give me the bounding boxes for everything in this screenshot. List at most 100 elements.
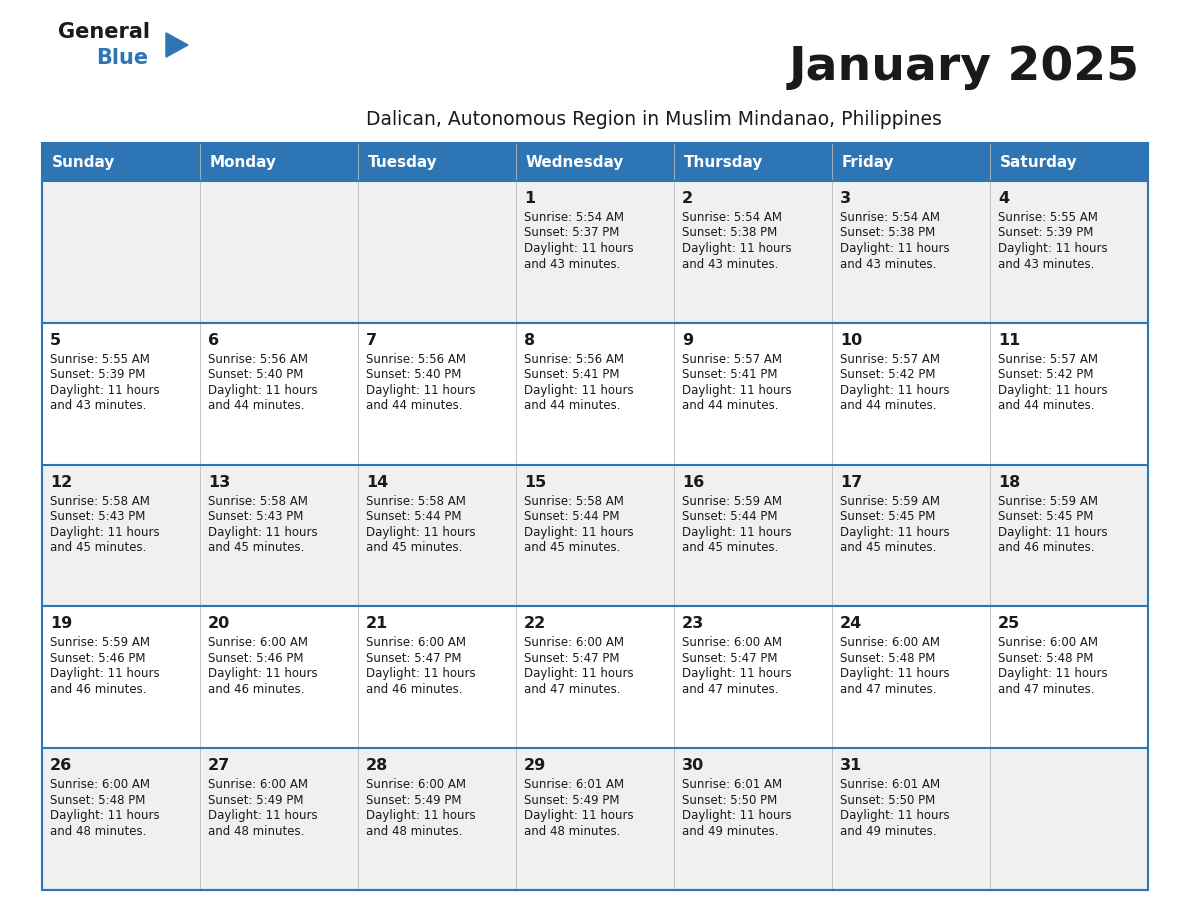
Text: Sunrise: 5:59 AM: Sunrise: 5:59 AM bbox=[998, 495, 1098, 508]
Text: and 43 minutes.: and 43 minutes. bbox=[998, 258, 1094, 271]
Text: 18: 18 bbox=[998, 475, 1020, 489]
Text: Sunrise: 5:56 AM: Sunrise: 5:56 AM bbox=[208, 353, 308, 365]
Text: Sunset: 5:47 PM: Sunset: 5:47 PM bbox=[524, 652, 619, 665]
Text: Daylight: 11 hours: Daylight: 11 hours bbox=[50, 384, 159, 397]
Text: and 45 minutes.: and 45 minutes. bbox=[840, 541, 936, 554]
Text: 11: 11 bbox=[998, 333, 1020, 348]
Text: and 47 minutes.: and 47 minutes. bbox=[682, 683, 778, 696]
Text: Sunset: 5:38 PM: Sunset: 5:38 PM bbox=[682, 227, 777, 240]
Text: 9: 9 bbox=[682, 333, 693, 348]
Text: Sunrise: 5:58 AM: Sunrise: 5:58 AM bbox=[208, 495, 308, 508]
Text: Friday: Friday bbox=[842, 154, 895, 170]
Text: Sunrise: 6:00 AM: Sunrise: 6:00 AM bbox=[366, 636, 466, 649]
Text: Daylight: 11 hours: Daylight: 11 hours bbox=[524, 526, 633, 539]
Text: General: General bbox=[58, 22, 150, 42]
Text: Wednesday: Wednesday bbox=[526, 154, 625, 170]
Text: Daylight: 11 hours: Daylight: 11 hours bbox=[682, 242, 791, 255]
Text: Sunrise: 6:00 AM: Sunrise: 6:00 AM bbox=[524, 636, 624, 649]
Text: Sunrise: 5:58 AM: Sunrise: 5:58 AM bbox=[524, 495, 624, 508]
Text: Sunrise: 6:00 AM: Sunrise: 6:00 AM bbox=[682, 636, 782, 649]
Text: Sunrise: 6:01 AM: Sunrise: 6:01 AM bbox=[840, 778, 940, 791]
Text: 23: 23 bbox=[682, 616, 704, 632]
Text: 7: 7 bbox=[366, 333, 377, 348]
Text: Sunrise: 5:54 AM: Sunrise: 5:54 AM bbox=[524, 211, 624, 224]
Text: Daylight: 11 hours: Daylight: 11 hours bbox=[998, 242, 1107, 255]
Text: 30: 30 bbox=[682, 758, 704, 773]
Text: Daylight: 11 hours: Daylight: 11 hours bbox=[998, 667, 1107, 680]
Text: Sunrise: 6:00 AM: Sunrise: 6:00 AM bbox=[998, 636, 1098, 649]
Text: and 44 minutes.: and 44 minutes. bbox=[208, 399, 304, 412]
Text: Sunrise: 6:00 AM: Sunrise: 6:00 AM bbox=[366, 778, 466, 791]
Text: Sunset: 5:44 PM: Sunset: 5:44 PM bbox=[524, 510, 619, 523]
Text: Sunrise: 5:59 AM: Sunrise: 5:59 AM bbox=[50, 636, 150, 649]
Text: Daylight: 11 hours: Daylight: 11 hours bbox=[208, 809, 317, 823]
Text: Sunrise: 6:00 AM: Sunrise: 6:00 AM bbox=[208, 636, 308, 649]
Text: Sunset: 5:48 PM: Sunset: 5:48 PM bbox=[840, 652, 935, 665]
Text: Sunrise: 5:56 AM: Sunrise: 5:56 AM bbox=[366, 353, 466, 365]
Text: and 43 minutes.: and 43 minutes. bbox=[50, 399, 146, 412]
Text: and 48 minutes.: and 48 minutes. bbox=[50, 824, 146, 838]
Text: and 49 minutes.: and 49 minutes. bbox=[682, 824, 778, 838]
Text: 24: 24 bbox=[840, 616, 862, 632]
Text: Daylight: 11 hours: Daylight: 11 hours bbox=[682, 667, 791, 680]
Bar bbox=[42, 748, 1148, 890]
Text: Sunrise: 5:59 AM: Sunrise: 5:59 AM bbox=[840, 495, 940, 508]
Text: and 48 minutes.: and 48 minutes. bbox=[208, 824, 304, 838]
Text: and 44 minutes.: and 44 minutes. bbox=[366, 399, 462, 412]
Text: January 2025: January 2025 bbox=[789, 45, 1140, 90]
Text: 6: 6 bbox=[208, 333, 219, 348]
Text: and 45 minutes.: and 45 minutes. bbox=[208, 541, 304, 554]
Text: Sunset: 5:37 PM: Sunset: 5:37 PM bbox=[524, 227, 619, 240]
Text: and 46 minutes.: and 46 minutes. bbox=[998, 541, 1094, 554]
Text: Sunrise: 6:00 AM: Sunrise: 6:00 AM bbox=[50, 778, 150, 791]
Text: and 43 minutes.: and 43 minutes. bbox=[840, 258, 936, 271]
Text: and 47 minutes.: and 47 minutes. bbox=[524, 683, 620, 696]
Text: Sunset: 5:46 PM: Sunset: 5:46 PM bbox=[208, 652, 303, 665]
Text: Sunset: 5:44 PM: Sunset: 5:44 PM bbox=[366, 510, 461, 523]
Text: Sunrise: 5:58 AM: Sunrise: 5:58 AM bbox=[366, 495, 466, 508]
Text: Sunrise: 5:55 AM: Sunrise: 5:55 AM bbox=[998, 211, 1098, 224]
Text: Sunrise: 6:01 AM: Sunrise: 6:01 AM bbox=[524, 778, 624, 791]
Text: 25: 25 bbox=[998, 616, 1020, 632]
Text: Daylight: 11 hours: Daylight: 11 hours bbox=[366, 526, 475, 539]
Text: Tuesday: Tuesday bbox=[368, 154, 437, 170]
Text: Sunset: 5:43 PM: Sunset: 5:43 PM bbox=[50, 510, 145, 523]
Text: Sunrise: 6:01 AM: Sunrise: 6:01 AM bbox=[682, 778, 782, 791]
Text: Sunday: Sunday bbox=[52, 154, 115, 170]
Text: Sunset: 5:50 PM: Sunset: 5:50 PM bbox=[682, 794, 777, 807]
Text: 31: 31 bbox=[840, 758, 862, 773]
Text: 3: 3 bbox=[840, 191, 851, 206]
Text: and 44 minutes.: and 44 minutes. bbox=[524, 399, 620, 412]
Text: Daylight: 11 hours: Daylight: 11 hours bbox=[208, 667, 317, 680]
Text: 8: 8 bbox=[524, 333, 535, 348]
Text: Daylight: 11 hours: Daylight: 11 hours bbox=[208, 526, 317, 539]
Text: 19: 19 bbox=[50, 616, 72, 632]
Text: Sunset: 5:40 PM: Sunset: 5:40 PM bbox=[366, 368, 461, 381]
Text: 10: 10 bbox=[840, 333, 862, 348]
Text: Sunrise: 6:00 AM: Sunrise: 6:00 AM bbox=[840, 636, 940, 649]
Text: and 47 minutes.: and 47 minutes. bbox=[998, 683, 1094, 696]
Text: Daylight: 11 hours: Daylight: 11 hours bbox=[208, 384, 317, 397]
Text: Daylight: 11 hours: Daylight: 11 hours bbox=[366, 809, 475, 823]
Text: Sunset: 5:49 PM: Sunset: 5:49 PM bbox=[208, 794, 303, 807]
Text: Saturday: Saturday bbox=[1000, 154, 1078, 170]
Text: Sunset: 5:47 PM: Sunset: 5:47 PM bbox=[366, 652, 461, 665]
Text: 27: 27 bbox=[208, 758, 230, 773]
Text: and 48 minutes.: and 48 minutes. bbox=[524, 824, 620, 838]
Text: Sunset: 5:41 PM: Sunset: 5:41 PM bbox=[682, 368, 777, 381]
Text: 16: 16 bbox=[682, 475, 704, 489]
Text: Daylight: 11 hours: Daylight: 11 hours bbox=[524, 384, 633, 397]
Text: Daylight: 11 hours: Daylight: 11 hours bbox=[682, 809, 791, 823]
Text: 29: 29 bbox=[524, 758, 546, 773]
Text: 21: 21 bbox=[366, 616, 388, 632]
Text: Daylight: 11 hours: Daylight: 11 hours bbox=[840, 809, 949, 823]
Text: Sunrise: 5:55 AM: Sunrise: 5:55 AM bbox=[50, 353, 150, 365]
Bar bbox=[42, 607, 1148, 748]
Polygon shape bbox=[166, 33, 188, 57]
Text: Sunset: 5:39 PM: Sunset: 5:39 PM bbox=[50, 368, 145, 381]
Text: Monday: Monday bbox=[210, 154, 277, 170]
Text: 14: 14 bbox=[366, 475, 388, 489]
Text: Sunset: 5:40 PM: Sunset: 5:40 PM bbox=[208, 368, 303, 381]
Text: and 44 minutes.: and 44 minutes. bbox=[682, 399, 778, 412]
Text: Sunset: 5:42 PM: Sunset: 5:42 PM bbox=[840, 368, 935, 381]
